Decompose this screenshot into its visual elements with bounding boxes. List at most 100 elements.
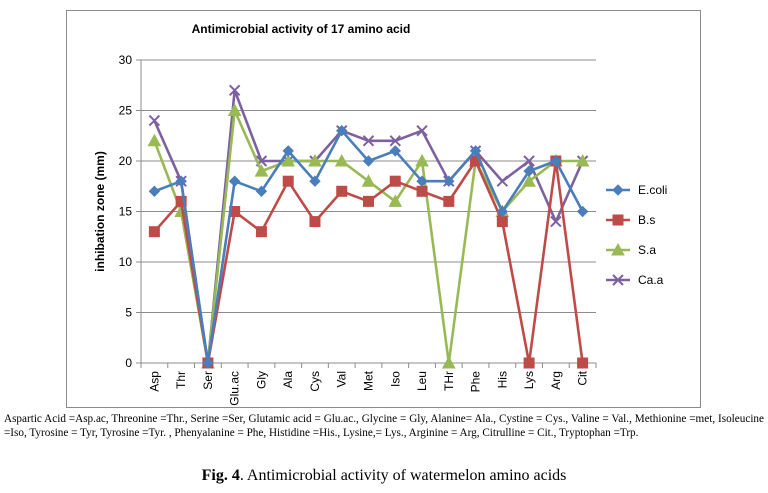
data-point: [389, 175, 401, 187]
x-tick-label: Leu: [415, 371, 429, 391]
data-point: [522, 174, 536, 187]
data-point: [416, 175, 428, 187]
data-point: [577, 357, 589, 369]
data-point: [469, 145, 482, 157]
data-point: [389, 145, 401, 157]
series-e-coli: [148, 124, 589, 369]
data-point: [496, 216, 508, 228]
data-point: [308, 153, 322, 167]
data-point-stroke: [612, 274, 624, 286]
data-point: [228, 175, 241, 187]
chart-frame: [66, 10, 701, 408]
data-point: [334, 153, 349, 167]
x-tick-label: Asp: [147, 371, 161, 392]
data-point: [309, 216, 321, 228]
y-tick-label: 25: [119, 104, 133, 118]
data-point: [282, 175, 294, 187]
data-point: [148, 226, 160, 238]
data-point-stroke: [389, 135, 401, 147]
x-tick-label: Met: [362, 370, 376, 391]
series: [147, 84, 590, 369]
y-tick-label: 0: [125, 356, 132, 370]
data-point-stroke: [416, 124, 428, 137]
legend: E.coli B.s S.a Ca.a: [606, 183, 667, 287]
y-tick-label: 30: [119, 53, 133, 67]
data-point: [443, 195, 455, 207]
data-point: [550, 155, 562, 167]
data-point: [496, 175, 509, 187]
x-tick-label: Lys: [522, 371, 536, 389]
legend-item: Ca.a: [606, 273, 664, 287]
data-point-stroke: [228, 84, 241, 97]
data-point: [523, 357, 535, 369]
data-point: [388, 194, 403, 207]
data-point: [254, 164, 269, 177]
x-tick-label: Ser: [201, 371, 215, 390]
legend-label: S.a: [638, 243, 656, 257]
x-tick-label: Glu.ac: [228, 371, 242, 406]
data-point: [612, 274, 624, 286]
data-point-stroke: [496, 175, 509, 187]
data-point-stroke: [362, 135, 375, 147]
figure-caption-text: . Antimicrobial activity of watermelon a…: [239, 467, 567, 484]
data-point: [255, 226, 267, 238]
x-tick-label: Thr: [174, 371, 188, 389]
data-point: [281, 153, 296, 167]
data-point: [416, 185, 428, 197]
series-b-s: [148, 155, 589, 369]
legend-item: S.a: [606, 242, 656, 257]
data-point: [415, 153, 429, 167]
data-point: [611, 242, 625, 256]
figure-caption-label: Fig. 4: [201, 467, 240, 484]
data-point: [148, 114, 161, 127]
legend-label: Ca.a: [638, 273, 664, 287]
data-point: [389, 135, 401, 147]
data-point: [576, 205, 589, 218]
data-point: [523, 155, 535, 167]
series-line: [153, 89, 584, 365]
data-point: [282, 145, 294, 157]
data-point-stroke: [148, 114, 161, 127]
x-tick-label: Ala: [281, 371, 295, 389]
data-point: [148, 185, 161, 198]
axes: 0 5 10 15 20 25 30 Asp Thr Ser Glu.ac Gly Ala Cys Val M…: [93, 53, 597, 406]
data-point: [496, 205, 509, 218]
data-point: [175, 175, 187, 187]
y-tick-label: 10: [119, 255, 133, 269]
data-point: [361, 174, 376, 187]
data-point: [175, 195, 187, 207]
data-point: [336, 185, 348, 197]
data-point: [255, 185, 268, 198]
data-point: [362, 155, 375, 167]
x-tick-label: Iso: [388, 371, 402, 387]
legend-item: B.s: [606, 213, 655, 227]
data-point: [227, 103, 242, 116]
data-point: [416, 124, 428, 137]
y-tick-label: 20: [119, 154, 133, 168]
chart-svg: 0 5 10 15 20 25 30 Asp Thr Ser Glu.ac Gly Ala Cys Val M…: [93, 53, 667, 406]
x-tick-label: Cit: [576, 370, 590, 385]
series-s-a: [147, 103, 590, 369]
y-axis-title: inhibation zone (mm): [93, 151, 107, 272]
data-point: [202, 357, 214, 369]
data-point: [362, 135, 375, 147]
x-tick-label: THr: [442, 371, 456, 391]
x-tick-label: Gly: [254, 371, 268, 389]
data-point-stroke: [523, 155, 535, 167]
data-point: [550, 215, 562, 228]
data-point: [441, 355, 456, 369]
x-tick-label: Val: [335, 371, 349, 387]
x-tick-label: His: [495, 371, 509, 388]
data-point: [363, 195, 374, 207]
data-point: [612, 214, 624, 226]
x-tick-label: Arg: [549, 371, 563, 390]
series-line: [153, 109, 583, 365]
data-point: [612, 184, 624, 196]
legend-label: B.s: [638, 213, 655, 227]
y-tick-label: 15: [119, 205, 133, 219]
data-point-stroke: [550, 215, 562, 228]
data-point: [147, 133, 162, 147]
x-tick-label: Cys: [308, 371, 322, 392]
data-point: [336, 124, 348, 137]
x-tick-label: Phe: [469, 371, 483, 393]
